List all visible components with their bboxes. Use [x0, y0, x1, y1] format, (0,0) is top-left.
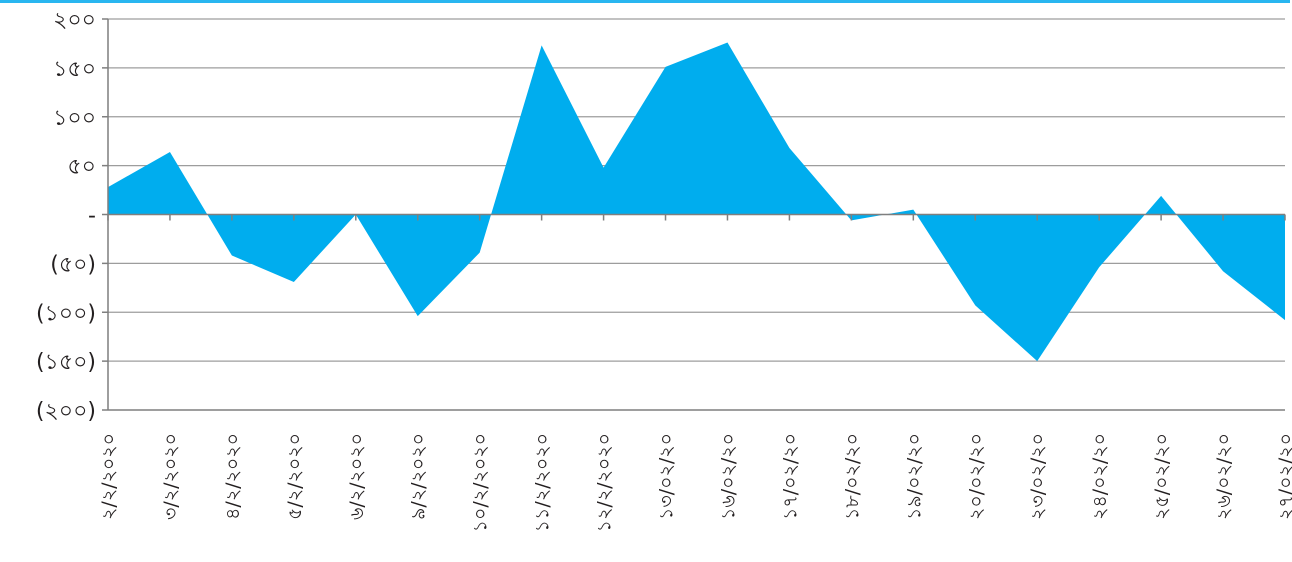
x-tick-label: ২৫/০২/২০: [1151, 433, 1173, 520]
area-series: [108, 42, 1285, 361]
x-tick-label: ৩/২/২০২০: [160, 433, 182, 520]
x-tick-labels: ২/২/২০২০ ৩/২/২০২০ ৪/২/২০২০ ৫/২/২০২০ ৬/২/২০২০…: [98, 433, 1292, 532]
x-tick-label: ২৩/০২/২০: [1027, 433, 1049, 520]
y-tick-label: ১৫০: [53, 57, 96, 82]
y-tick-label: ৫০: [67, 155, 96, 180]
x-tick-label: ৪/২/২০২০: [222, 433, 244, 520]
y-tick-label: ২০০: [53, 8, 96, 33]
y-tick-label: (১০০): [36, 301, 96, 326]
x-tick-label: ১৭/০২/২০: [779, 433, 801, 520]
x-tick-label: ২৭/০২/২০: [1275, 433, 1292, 520]
x-tick-label: ১৮/০২/২০: [841, 433, 863, 520]
x-tick-label: ১১/২/২০২০: [532, 433, 554, 532]
x-tick-label: ১৯/০২/২০: [903, 433, 925, 520]
x-tick-label: ২৪/০২/২০: [1089, 433, 1111, 520]
x-tick-label: ৬/২/২০২০: [346, 433, 368, 520]
y-tick-label: (১৫০): [36, 350, 96, 375]
x-tick-label: ২০/০২/২০: [965, 433, 987, 520]
x-tick-label: ১০/২/২০২০: [470, 433, 492, 532]
x-tick-label: ১২/২/২০২০: [594, 433, 616, 532]
x-tick-label: ২/২/২০২০: [98, 433, 120, 520]
y-tick-label: (৫০): [50, 252, 96, 277]
x-tick-label: ৫/২/২০২০: [284, 433, 306, 520]
x-tick-label: ১৩/০২/২০: [656, 433, 678, 520]
x-tick-label: ১৬/০২/২০: [717, 433, 739, 520]
y-tick-label: -: [88, 204, 96, 229]
x-tick-label: ৯/২/২০২০: [408, 433, 430, 520]
y-tick-label: ১০০: [53, 106, 96, 131]
x-tick-label: ২৬/০২/২০: [1213, 433, 1235, 520]
y-tick-labels: ২০০ ১৫০ ১০০ ৫০ - (৫০) (১০০) (১৫০) (২০০): [36, 8, 96, 424]
area-fill: [108, 42, 1285, 361]
y-tick-label: (২০০): [36, 399, 96, 424]
